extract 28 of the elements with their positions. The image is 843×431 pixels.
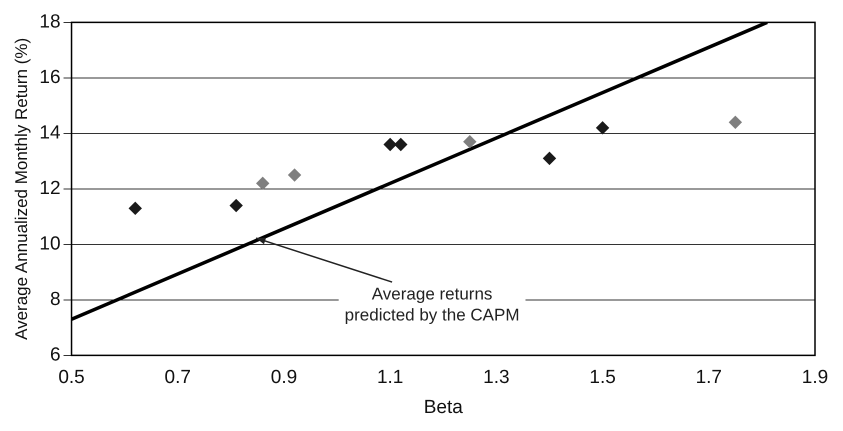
x-tick-label: 1.9 [802, 367, 828, 388]
y-axis-title: Average Annualized Monthly Return (%) [12, 38, 31, 340]
annotation: Average returns predicted by the CAPM [344, 284, 520, 324]
x-tick-label: 0.5 [58, 367, 85, 388]
x-tick-label: 1.5 [589, 367, 616, 388]
x-tick-label: 0.9 [270, 367, 298, 388]
point [288, 168, 302, 182]
y-tick-label: 16 [39, 67, 61, 88]
point [230, 199, 243, 212]
x-tick-label: 1.7 [696, 367, 722, 388]
point [542, 152, 556, 165]
point [596, 121, 610, 134]
point [463, 135, 476, 148]
point [384, 138, 397, 151]
x-tick-label: 0.7 [164, 367, 191, 388]
point [728, 116, 742, 129]
x-tick-label: 1.1 [376, 367, 404, 388]
x-axis-title: Beta [424, 396, 464, 418]
point [256, 176, 270, 190]
x-tick-label: 1.3 [483, 367, 510, 388]
y-tick-label: 10 [39, 234, 61, 255]
y-tick-label: 12 [39, 178, 61, 200]
y-tick-label: 6 [50, 344, 61, 366]
y-tick-label: 18 [39, 12, 61, 33]
point [128, 202, 142, 215]
y-tick-label: 8 [50, 289, 61, 310]
point [394, 138, 408, 151]
y-tick-label: 14 [39, 122, 61, 144]
